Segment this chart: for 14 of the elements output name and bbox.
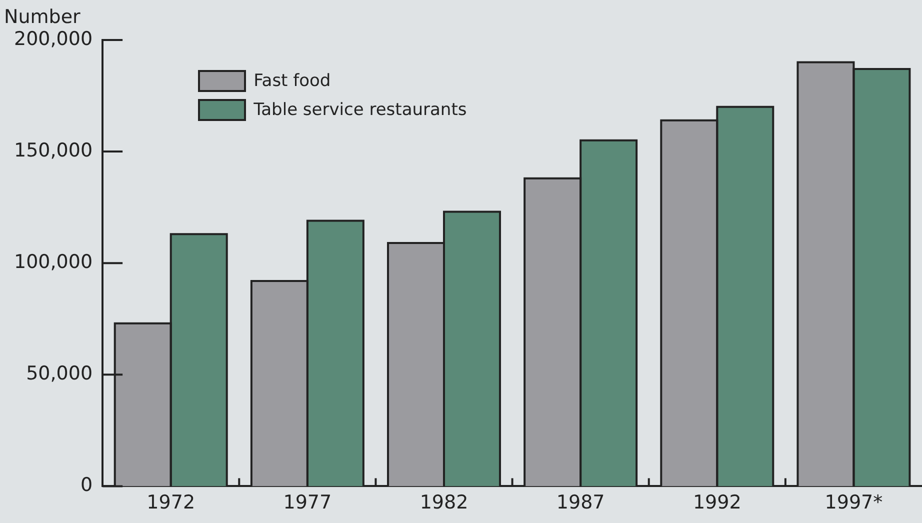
y-tick-label: 100,000 (14, 251, 93, 274)
x-tick-label: 1977 (283, 492, 332, 514)
y-tick-label: 0 (80, 474, 93, 496)
legend-label: Table service restaurants (254, 100, 467, 120)
x-tick-label: 1972 (146, 492, 196, 514)
y-axis-title: Number (4, 6, 80, 28)
legend-label: Fast food (254, 71, 331, 91)
y-tick-label: 200,000 (14, 28, 93, 50)
x-tick-label: 1992 (692, 492, 742, 514)
x-tick-label: 1987 (556, 492, 605, 514)
x-tick-label: 1982 (420, 492, 468, 514)
y-tick-label: 150,000 (14, 139, 93, 162)
y-tick-label: 50,000 (26, 362, 93, 385)
x-tick-label: 1997* (824, 492, 883, 514)
